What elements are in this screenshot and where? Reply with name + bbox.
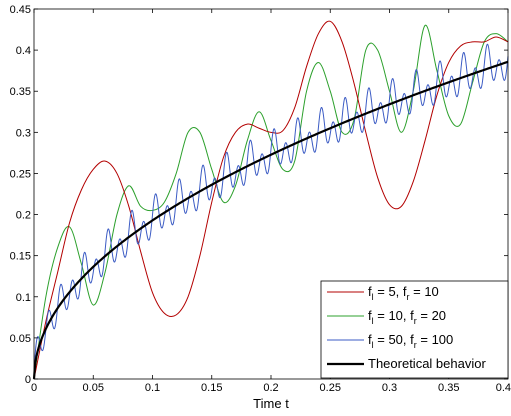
- legend-label-3-b: = 50, f: [374, 332, 414, 347]
- y-tick-label: 0.05: [10, 333, 31, 345]
- legend-label-2-c: = 20: [417, 308, 446, 323]
- x-tick-label: 0.15: [201, 382, 222, 394]
- x-axis-label: Time t: [253, 396, 289, 411]
- legend-label-1-sub-r: r: [407, 292, 410, 302]
- legend-label-1: fl = 5, fr = 10: [368, 284, 439, 302]
- series-f10-f20-line: [33, 24, 509, 380]
- x-tick-label: 0.4: [496, 382, 511, 394]
- legend-label-3: fl = 50, fr = 100: [368, 332, 453, 350]
- legend-label-1-c: = 10: [410, 284, 439, 299]
- axis-ticks: 0 0.05 0.1 0.15 0.2 0.25 0.3 0.35 0.4 0 0.05 0.1 0.1…: [10, 4, 511, 394]
- x-tick-label: 0.2: [263, 382, 278, 394]
- theoretical-behavior-line: [32, 60, 509, 380]
- x-tick-label: 0.35: [438, 382, 459, 394]
- y-tick-label: 0.15: [10, 251, 31, 263]
- y-tick-label: 0.2: [16, 210, 31, 222]
- legend: fl = 5, fr = 10 fl = 10, fr = 20 fl = 50…: [320, 280, 509, 379]
- legend-label-2-sub-r: r: [414, 316, 417, 326]
- legend-label-2-a: f: [368, 308, 372, 323]
- y-tick-label: 0.35: [10, 86, 31, 98]
- legend-label-1-b: = 5, f: [374, 284, 407, 299]
- legend-label-2: fl = 10, fr = 20: [368, 308, 446, 326]
- legend-label-3-c: = 100: [417, 332, 454, 347]
- series-f50-f100-line: [33, 43, 509, 380]
- y-tick-label: 0.1: [16, 292, 31, 304]
- x-tick-label: 0.25: [320, 382, 341, 394]
- y-tick-label: 0.4: [16, 45, 31, 57]
- legend-label-3-sub-r: r: [414, 340, 417, 350]
- x-tick-label: 0: [31, 382, 37, 394]
- legend-label-3-a: f: [368, 332, 372, 347]
- x-tick-label: 0.05: [83, 382, 104, 394]
- x-tick-label: 0.3: [382, 382, 397, 394]
- series-layer: [32, 20, 509, 380]
- y-tick-label: 0.45: [10, 4, 31, 16]
- x-tick-label: 0.1: [145, 382, 160, 394]
- legend-label-1-a: f: [368, 284, 372, 299]
- y-tick-label: 0.3: [16, 127, 31, 139]
- legend-label-2-b: = 10, f: [374, 308, 414, 323]
- legend-label-3-sub-l: l: [372, 340, 374, 350]
- legend-label-2-sub-l: l: [372, 316, 374, 326]
- y-tick-label: 0.25: [10, 168, 31, 180]
- legend-label-4: Theoretical behavior: [368, 356, 486, 371]
- y-tick-label: 0: [25, 374, 31, 386]
- legend-box: [320, 280, 509, 379]
- series-f5-f10-line: [33, 20, 509, 380]
- legend-label-1-sub-l: l: [372, 292, 374, 302]
